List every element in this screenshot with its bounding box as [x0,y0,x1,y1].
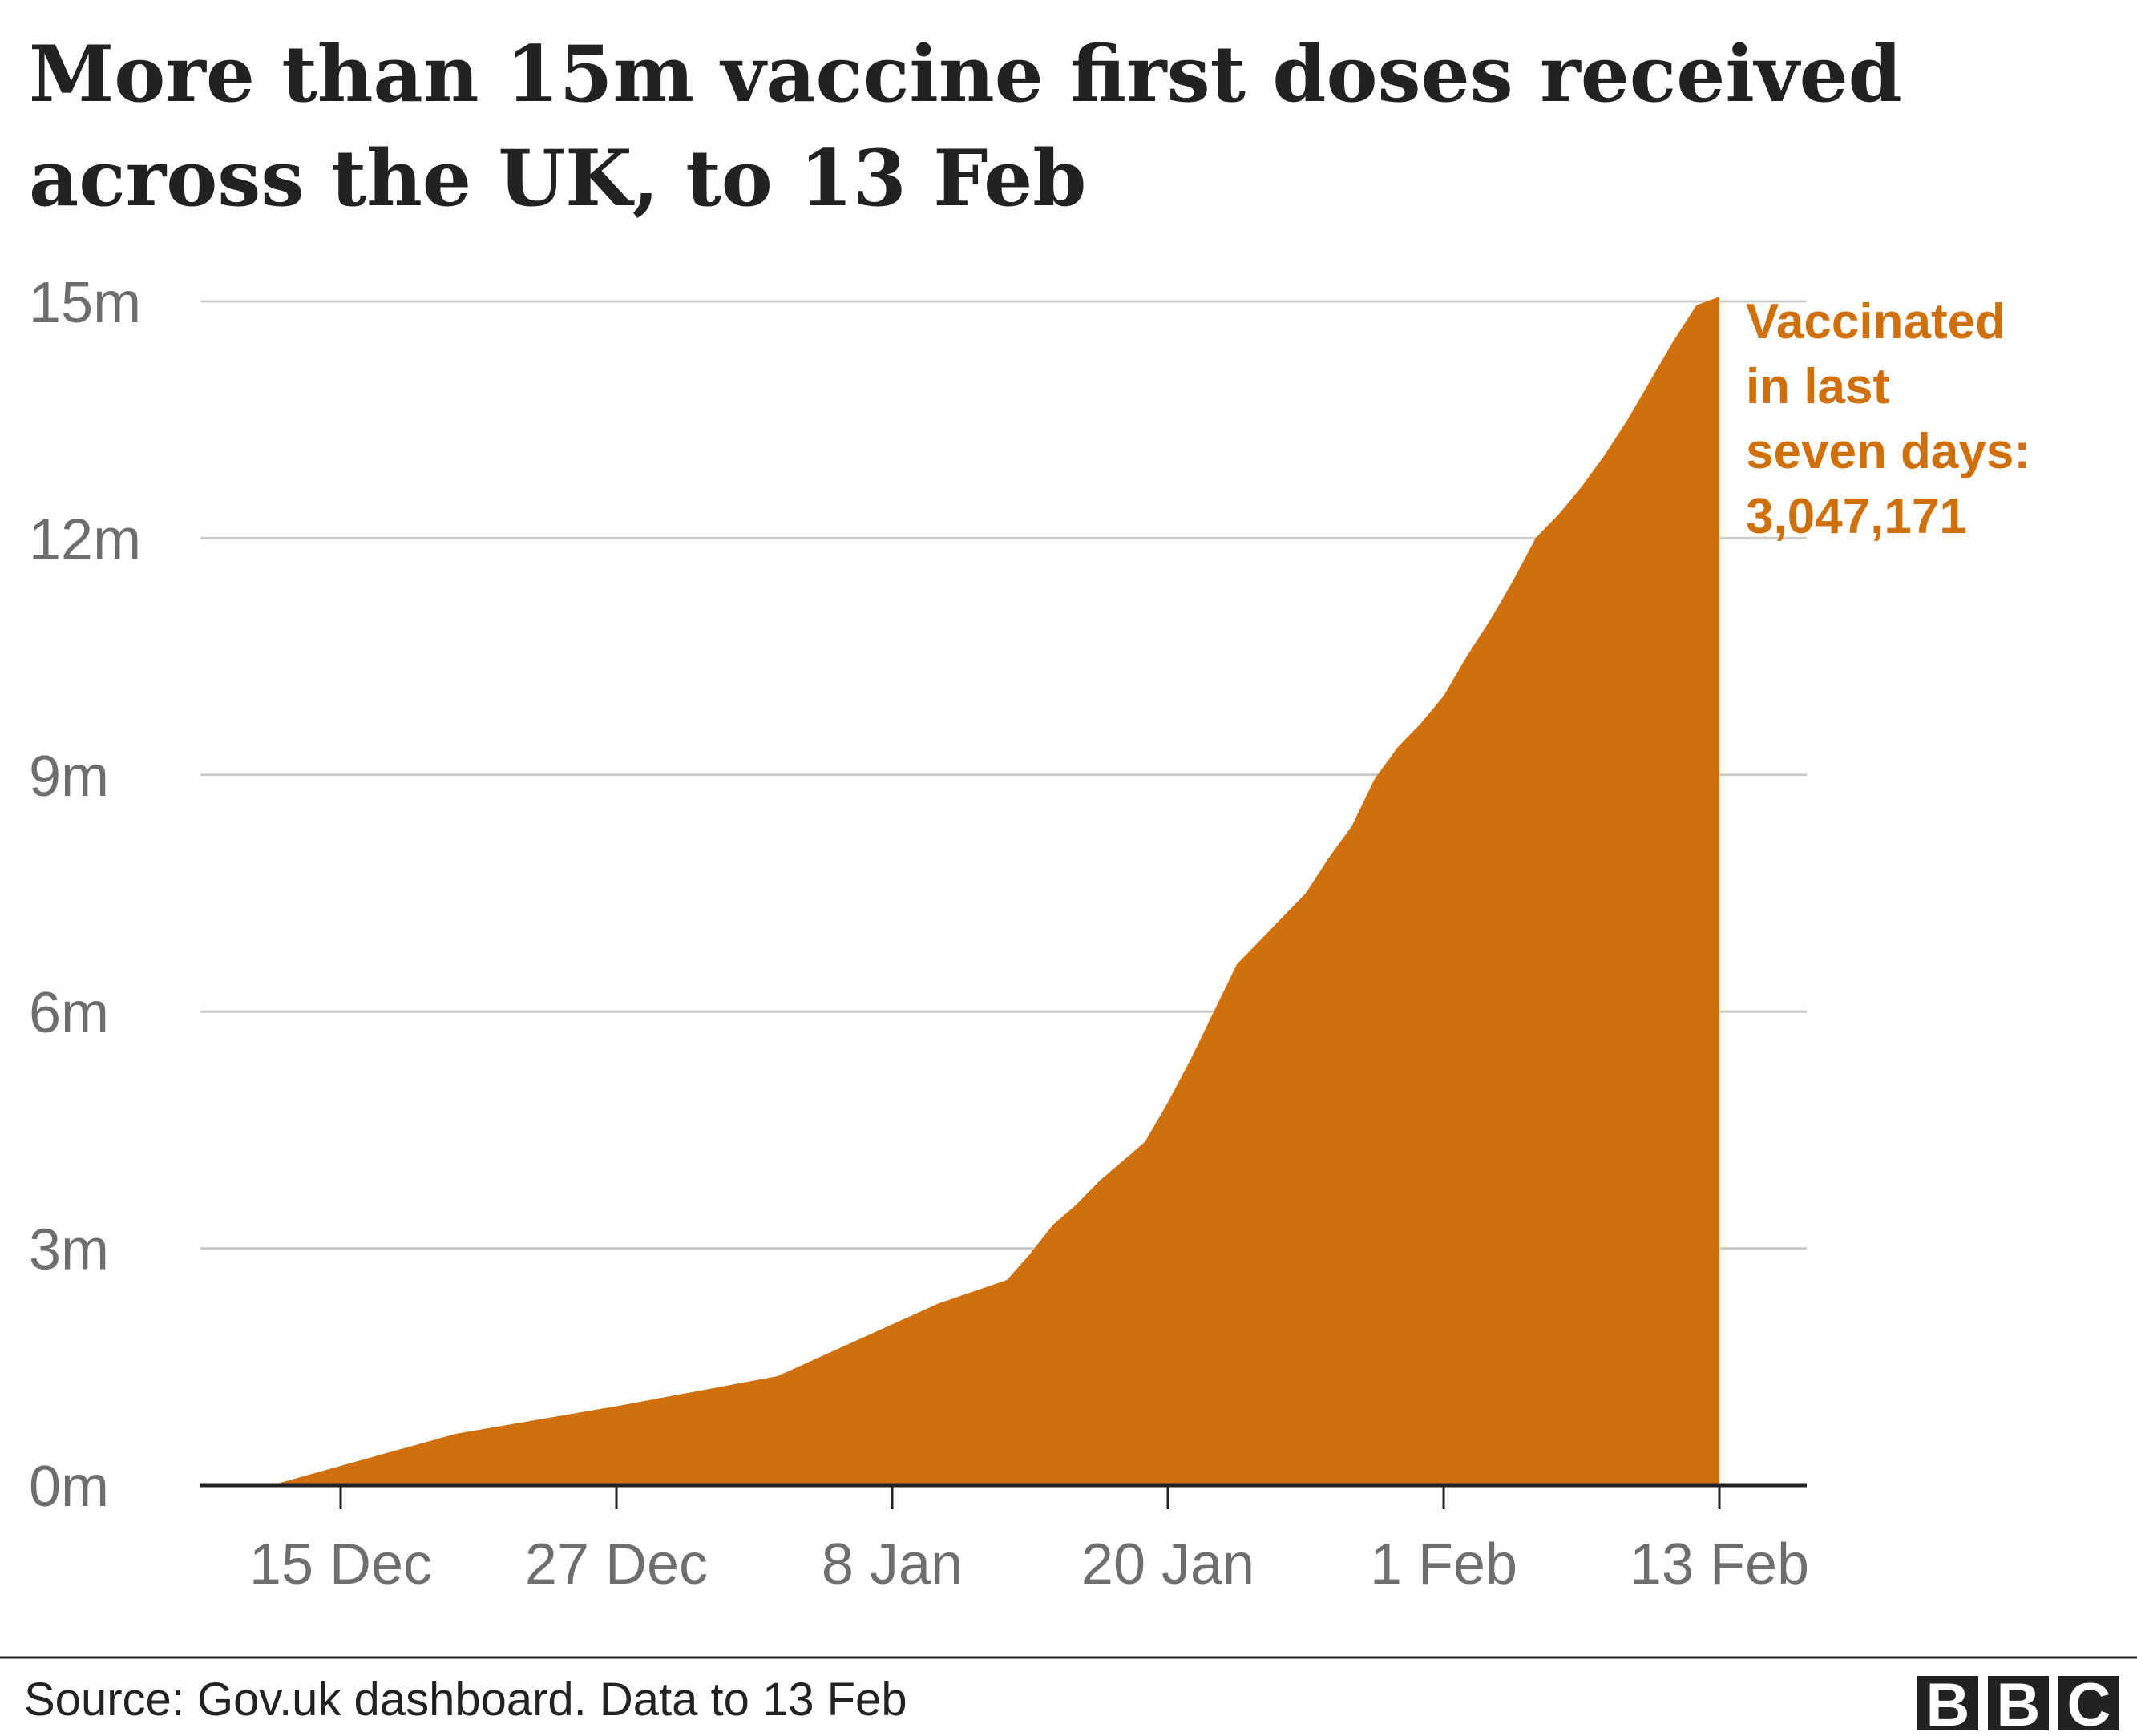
source-note: Source: Gov.uk dashboard. Data to 13 Feb [24,1673,907,1726]
annotation-line-2: in last [1746,359,1889,414]
y-tick-label: 12m [29,507,141,571]
x-tick-label: 1 Feb [1370,1532,1517,1597]
annotation-seven-days: Vaccinated in last seven days: 3,047,171 [1746,294,2030,544]
logo-box-1 [1917,1676,1978,1730]
y-tick-label: 9m [29,745,109,809]
y-tick-label: 0m [29,1455,109,1519]
y-axis-tick-labels: 0m 3m 6m 9m 12m 15m [29,271,141,1519]
x-tick-label: 13 Feb [1630,1532,1809,1597]
chart-title-line-2: across the UK, to 13 Feb [29,133,1086,224]
logo-box-2 [1988,1676,2049,1730]
x-axis-ticks: 15 Dec 27 Dec 8 Jan 20 Jan 1 Feb 13 Feb [249,1485,1809,1597]
y-tick-label: 3m [29,1218,109,1282]
logo-box-3 [2058,1676,2119,1730]
logo-letter-2: B [1997,1671,2041,1736]
vaccinated-area-series [272,297,1719,1486]
annotation-value: 3,047,171 [1746,489,1967,544]
annotation-line-1: Vaccinated [1746,294,2006,349]
chart-title-line-1: More than 15m vaccine first doses receiv… [29,29,1902,119]
x-tick-label: 15 Dec [249,1532,432,1597]
y-tick-label: 15m [29,271,141,335]
logo-letter-1: B [1926,1671,1970,1736]
annotation-line-3: seven days: [1746,424,2030,479]
x-tick-label: 20 Jan [1081,1532,1254,1597]
y-tick-label: 6m [29,981,109,1045]
logo-letter-3: C [2067,1671,2111,1736]
x-tick-label: 27 Dec [525,1532,708,1597]
x-tick-label: 8 Jan [822,1532,963,1597]
bbc-logo: B B C [1917,1671,2119,1736]
